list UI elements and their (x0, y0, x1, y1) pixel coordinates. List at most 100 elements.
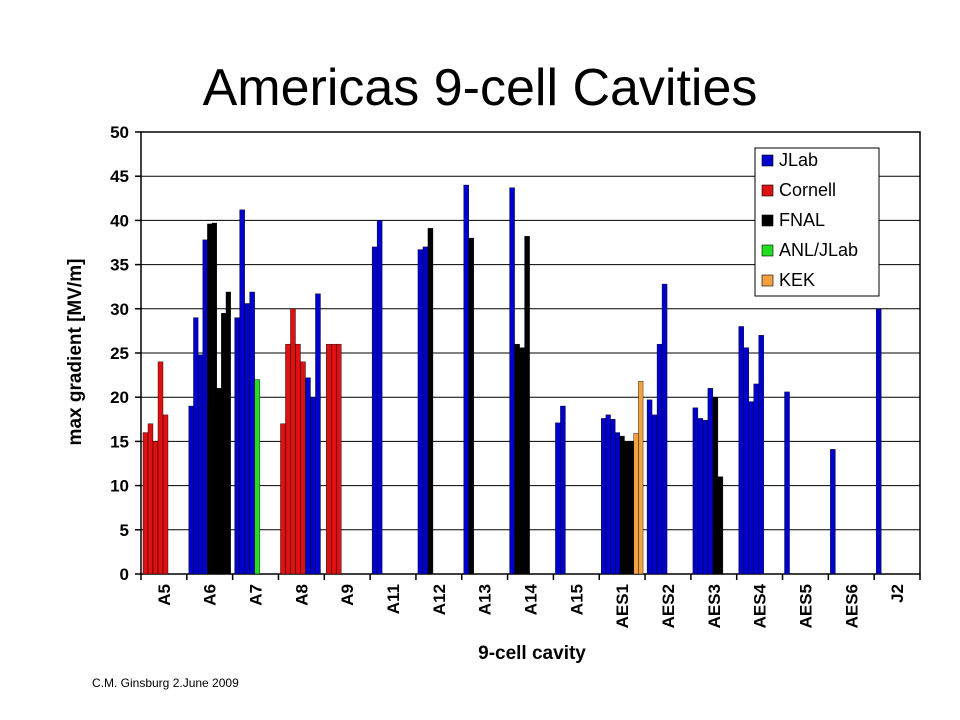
bar-aes6-1 (830, 449, 836, 575)
x-tick-label: A15 (567, 584, 586, 615)
y-tick-label: 50 (110, 123, 129, 142)
x-tick-label: AES6 (842, 584, 861, 628)
y-tick-label: 20 (110, 388, 129, 407)
legend-label: KEK (779, 270, 815, 290)
bar-a14-3 (519, 347, 525, 575)
bar-a6-5 (207, 223, 213, 575)
axes: 0 5 10 15 20 25 30 35 40 45 50 A5 A6 A7 A8 A9 A11 A12 A13 A… (110, 123, 921, 628)
bar-aes4-2 (743, 347, 749, 575)
bar-a8-4 (295, 343, 301, 575)
bar-a7-2 (239, 209, 245, 575)
y-tick-label: 5 (120, 521, 129, 540)
bar-a14-2 (514, 343, 520, 575)
bar-aes4-4 (753, 383, 759, 575)
y-tick-label: 15 (110, 432, 129, 451)
bar-a5-4 (157, 361, 164, 575)
bar-a9-2 (331, 343, 337, 575)
legend-label: JLab (779, 150, 818, 170)
bar-a8-5 (300, 361, 306, 575)
bar-aes2-3 (656, 343, 663, 575)
legend-label: ANL/JLab (779, 240, 858, 260)
bar-a9-1 (326, 343, 332, 575)
chart-title: Americas 9-cell Cavities (202, 59, 758, 117)
x-tick-label: A5 (155, 584, 174, 606)
bar-a5-3 (152, 441, 159, 575)
bar-a15-2 (560, 405, 566, 575)
credit-footer: C.M. Ginsburg 2.June 2009 (92, 676, 239, 690)
bar-aes1-6 (624, 441, 630, 575)
bar-aes1-1 (601, 418, 607, 575)
bar-a6-7 (216, 388, 222, 575)
x-tick-label: AES2 (659, 584, 678, 628)
x-axis-title: 9-cell cavity (478, 643, 586, 664)
bar-a5-2 (147, 423, 154, 575)
bar-a9-3 (336, 343, 342, 575)
bar-a6-6 (211, 222, 217, 575)
bars (142, 184, 882, 575)
x-tick-label: AES1 (613, 584, 632, 628)
bar-aes3-6 (717, 476, 724, 575)
y-tick-label: 0 (120, 565, 129, 584)
bar-a13-1 (463, 184, 469, 575)
bar-a7-4 (249, 291, 255, 575)
bar-a8-8 (315, 293, 321, 575)
x-tick-label: AES3 (705, 584, 724, 628)
bar-aes4-5 (758, 335, 764, 575)
bar-aes3-4 (707, 388, 714, 575)
bar-a14-4 (524, 236, 530, 575)
bar-aes2-1 (646, 399, 653, 575)
bar-aes1-4 (614, 432, 621, 575)
bar-aes3-1 (692, 407, 699, 575)
bar-j2-1 (875, 308, 882, 575)
bar-aes1-3 (610, 419, 616, 575)
bar-a7-1 (234, 317, 240, 575)
x-tick-label: A11 (384, 584, 403, 614)
bar-aes2-4 (661, 283, 668, 575)
bar-a14-1 (509, 187, 515, 575)
x-tick-label: A6 (201, 584, 220, 606)
bar-a13-2 (468, 237, 474, 575)
x-tick-label: A14 (522, 583, 541, 615)
y-tick-label: 45 (110, 167, 129, 186)
bar-a11-1 (371, 246, 378, 575)
x-tick-label: J2 (888, 584, 907, 603)
bar-aes4-3 (748, 401, 754, 575)
x-tick-label: A7 (247, 584, 266, 606)
bar-aes3-5 (712, 397, 719, 575)
legend-swatch (761, 274, 774, 287)
legend-swatch (761, 214, 774, 227)
bar-a8-6 (305, 377, 311, 575)
bar-a12-1 (417, 249, 424, 575)
bar-aes5-1 (784, 391, 790, 575)
legend-label: Cornell (779, 180, 836, 200)
bar-a15-1 (555, 422, 561, 575)
bar-aes2-2 (651, 414, 658, 575)
x-tick-label: A13 (476, 584, 495, 615)
x-tick-label: A12 (430, 584, 449, 615)
bar-a8-3 (290, 308, 296, 575)
bar-aes1-9 (638, 381, 644, 575)
bar-a11-2 (376, 220, 383, 575)
bar-a7-5 (254, 379, 260, 575)
bar-a6-9 (225, 291, 231, 575)
legend: JLab Cornell FNAL ANL/JLab KEK (754, 147, 880, 297)
x-tick-label: A8 (292, 584, 311, 606)
legend-box (754, 147, 880, 297)
bar-a7-3 (244, 303, 250, 575)
bar-a6-3 (197, 354, 203, 575)
y-tick-label: 35 (110, 256, 129, 275)
bar-aes1-8 (633, 433, 639, 575)
y-tick-label: 10 (110, 477, 129, 496)
y-tick-label: 30 (110, 300, 129, 319)
legend-swatch (761, 184, 774, 197)
x-tick-label: A9 (338, 584, 357, 606)
y-tick-label: 25 (110, 344, 129, 363)
y-tick-label: 40 (110, 211, 129, 230)
bar-a6-1 (188, 405, 194, 575)
bar-aes3-2 (697, 418, 704, 575)
bar-a12-2 (422, 246, 429, 575)
bar-aes3-3 (702, 419, 709, 575)
bar-a12-3 (427, 228, 434, 575)
bar-aes4-1 (738, 326, 744, 575)
